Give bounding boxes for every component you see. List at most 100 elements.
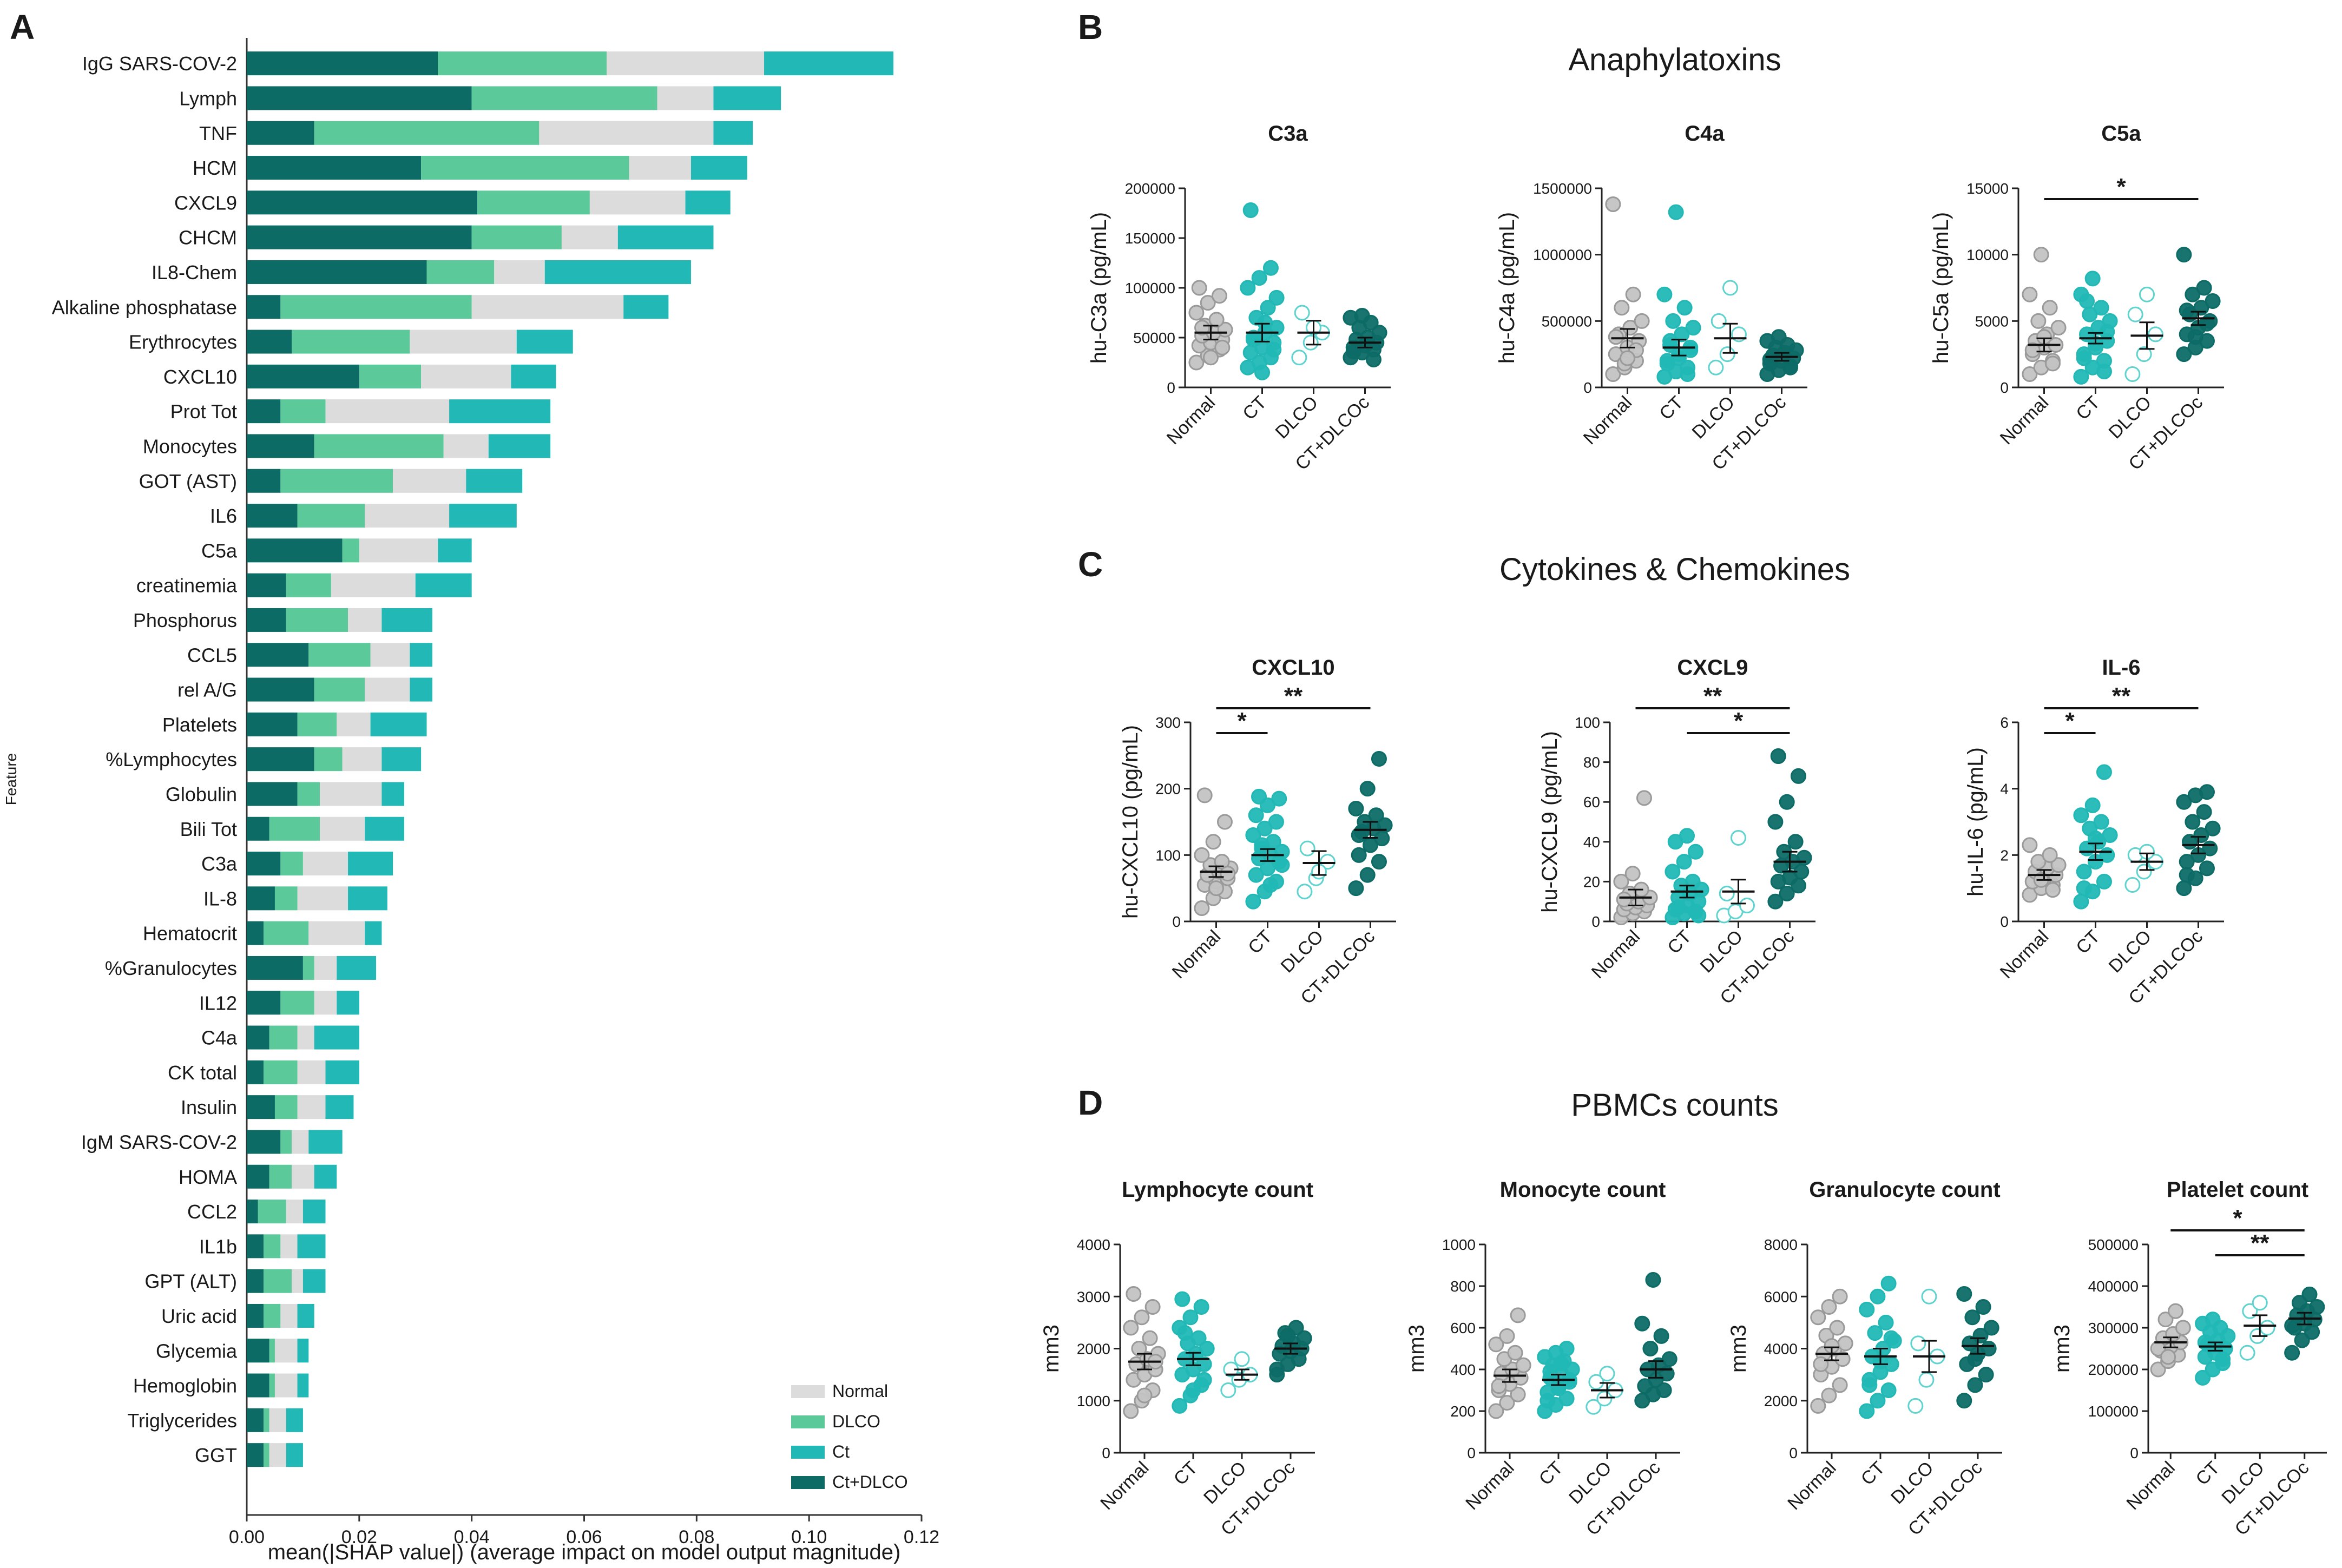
bar-c4a-ct-dlco bbox=[247, 1025, 269, 1050]
plot-lymphocyte-count-point-normal bbox=[1134, 1309, 1150, 1326]
bar-il-8-normal bbox=[297, 886, 348, 911]
bar-bili-tot-ct bbox=[365, 816, 404, 841]
plot-il-6-title: IL-6 bbox=[2102, 656, 2140, 680]
plot-c4a-point-normal bbox=[1608, 329, 1624, 345]
panel-label-b: B bbox=[1078, 8, 1103, 47]
plot-monocyte-count-point-normal bbox=[1488, 1403, 1504, 1419]
bar-creatinemia-ct bbox=[415, 573, 472, 597]
plot-cxcl10-point-ct-dlcoc bbox=[1348, 880, 1364, 897]
plot-il-6-point-dlco bbox=[2124, 877, 2141, 893]
plot-granulocyte-count-point-ct-dlcoc bbox=[1964, 1309, 1981, 1326]
plot-cxcl10-y-tick-label: 0 bbox=[1172, 913, 1181, 930]
feature-label-granulocytes: %Granulocytes bbox=[105, 957, 237, 979]
bar-erythrocytes-ct bbox=[516, 330, 573, 354]
feature-label-chcm: CHCM bbox=[179, 227, 237, 249]
feature-label-glycemia: Glycemia bbox=[156, 1340, 238, 1362]
plot-c3a-x-label-ct: CT bbox=[1239, 392, 1271, 424]
x-tick-label: 0.12 bbox=[904, 1527, 939, 1547]
plot-monocyte-count-y-tick-label: 0 bbox=[1467, 1445, 1476, 1461]
plot-lymphocyte-count-point-ct bbox=[1199, 1341, 1215, 1356]
bar-hemoglobin-ct bbox=[297, 1373, 309, 1398]
feature-label-il8-chem: IL8-Chem bbox=[152, 261, 237, 284]
plot-c5a-point-ct bbox=[2096, 364, 2112, 380]
plot-platelet-count-point-ct-dlcoc bbox=[2292, 1295, 2308, 1311]
plot-c3a-point-ct bbox=[1242, 202, 1259, 218]
plot-granulocyte-count-point-normal bbox=[1829, 1320, 1845, 1336]
plot-cxcl9-point-ct bbox=[1679, 828, 1695, 844]
plot-il-6-point-ct-dlcoc bbox=[2176, 794, 2192, 810]
plot-c4a-point-dlco bbox=[1722, 280, 1738, 296]
bar-insulin-ct bbox=[325, 1095, 354, 1119]
bar-lymph-normal bbox=[657, 86, 714, 110]
bar-homa-normal bbox=[292, 1164, 314, 1189]
plot-monocyte-count-point-normal bbox=[1499, 1328, 1515, 1344]
plot-granulocyte-count-point-dlco bbox=[1921, 1288, 1937, 1305]
plot-c5a-x-label-dlco: DLCO bbox=[2104, 392, 2155, 443]
plot-c4a-point-ct bbox=[1656, 286, 1673, 302]
plot-granulocyte-count-y-tick-label: 6000 bbox=[1764, 1288, 1798, 1305]
plot-lymphocyte-count-point-normal bbox=[1123, 1403, 1139, 1419]
plot-cxcl9-point-ct bbox=[1687, 844, 1703, 860]
plot-lymphocyte-count-y-tick-label: 1000 bbox=[1077, 1393, 1110, 1409]
bar-bili-tot-ct-dlco bbox=[247, 816, 269, 841]
bar-c4a-normal bbox=[297, 1025, 314, 1050]
plot-granulocyte-count-point-dlco bbox=[1907, 1398, 1924, 1414]
plot-c5a-point-ct-dlcoc bbox=[2176, 247, 2192, 263]
bar-monocytes-ct bbox=[488, 434, 551, 458]
bar-hcm-ct-dlco bbox=[247, 156, 422, 180]
bar-hcm-normal bbox=[629, 156, 691, 180]
feature-label-rel-a-g: rel A/G bbox=[177, 679, 237, 701]
bar-ggt-ct-dlco bbox=[247, 1443, 264, 1467]
bar-hematocrit-ct-dlco bbox=[247, 921, 264, 945]
plot-cxcl10-point-ct-dlcoc bbox=[1371, 854, 1387, 870]
plot-c5a-point-ct-dlcoc bbox=[2176, 346, 2192, 363]
bar-c5a-dlco bbox=[342, 538, 359, 563]
plot-c3a-point-normal bbox=[1200, 295, 1216, 311]
bar-uric-acid-normal bbox=[280, 1303, 298, 1328]
bar-ck-total-normal bbox=[297, 1060, 326, 1084]
x-tick-label: 0.04 bbox=[454, 1527, 490, 1547]
plot-cxcl9-point-ct-dlcoc bbox=[1790, 768, 1806, 784]
panel-a-shap-bar-chart: A 0.00 0.02 0.04 0.06 0.08 0.10 0.12mean(|SHAP … bbox=[3, 8, 939, 1564]
bar-c5a-ct-dlco bbox=[247, 538, 343, 563]
plot-il-6-y-tick-label: 4 bbox=[2000, 781, 2009, 798]
plot-granulocyte-count-y-label: mm3 bbox=[1727, 1325, 1751, 1373]
bar-c5a-ct bbox=[438, 538, 472, 563]
plot-granulocyte-count-point-ct bbox=[1861, 1377, 1878, 1393]
plot-c5a-point-normal bbox=[2042, 300, 2058, 316]
plot-platelet-count-point-ct-dlcoc bbox=[2284, 1317, 2300, 1334]
x-tick-label: 0.06 bbox=[566, 1527, 602, 1547]
panel-c-cytokines-chemokines: C Cytokines & ChemokinesCXCL100100200300h… bbox=[1078, 545, 2224, 1009]
plot-il-6-point-normal bbox=[2030, 854, 2047, 870]
plot-platelet-count-y-tick-label: 400000 bbox=[2088, 1278, 2139, 1295]
plot-granulocyte-count-point-normal bbox=[1821, 1299, 1837, 1315]
plot-granulocyte-count-point-ct bbox=[1870, 1393, 1886, 1409]
x-tick-label: 0.10 bbox=[791, 1527, 827, 1547]
plot-cxcl10-x-label-dlco: DLCO bbox=[1277, 926, 1327, 977]
plot-cxcl10-point-ct bbox=[1256, 820, 1273, 836]
bar-phosphorus-ct bbox=[381, 608, 432, 632]
plot-c3a-y-tick-label: 50000 bbox=[1133, 330, 1175, 346]
bar-ccl2-dlco bbox=[258, 1200, 286, 1224]
plot-granulocyte-count-point-ct bbox=[1870, 1288, 1886, 1305]
bar-globulin-dlco bbox=[297, 782, 320, 806]
plot-c5a-point-ct bbox=[2093, 300, 2109, 316]
plot-il-6-point-normal bbox=[2022, 837, 2038, 853]
plot-platelet-count-point-ct bbox=[2195, 1369, 2211, 1386]
bar-lymphocytes-dlco bbox=[314, 747, 343, 772]
plot-il-6-x-label-normal: Normal bbox=[1996, 926, 2052, 983]
feature-label-homa: HOMA bbox=[179, 1166, 237, 1188]
x-tick-label: 0.00 bbox=[229, 1527, 265, 1547]
plot-lymphocyte-count-point-normal bbox=[1131, 1341, 1147, 1356]
plot-monocyte-count-point-ct bbox=[1553, 1355, 1569, 1371]
plot-c3a-point-ct bbox=[1260, 300, 1276, 316]
feature-label-creatinemia: creatinemia bbox=[136, 575, 238, 597]
plot-c4a-point-normal bbox=[1614, 300, 1630, 316]
plot-granulocyte-count-point-ct bbox=[1878, 1314, 1894, 1330]
plot-cxcl9-point-dlco bbox=[1719, 885, 1735, 901]
plot-c4a-point-ct bbox=[1674, 326, 1690, 342]
plot-monocyte-count-y-tick-label: 800 bbox=[1450, 1278, 1476, 1295]
plot-c3a-y-tick-label: 100000 bbox=[1125, 280, 1175, 297]
bar-c5a-normal bbox=[359, 538, 438, 563]
plot-c3a-point-ct bbox=[1262, 260, 1279, 276]
